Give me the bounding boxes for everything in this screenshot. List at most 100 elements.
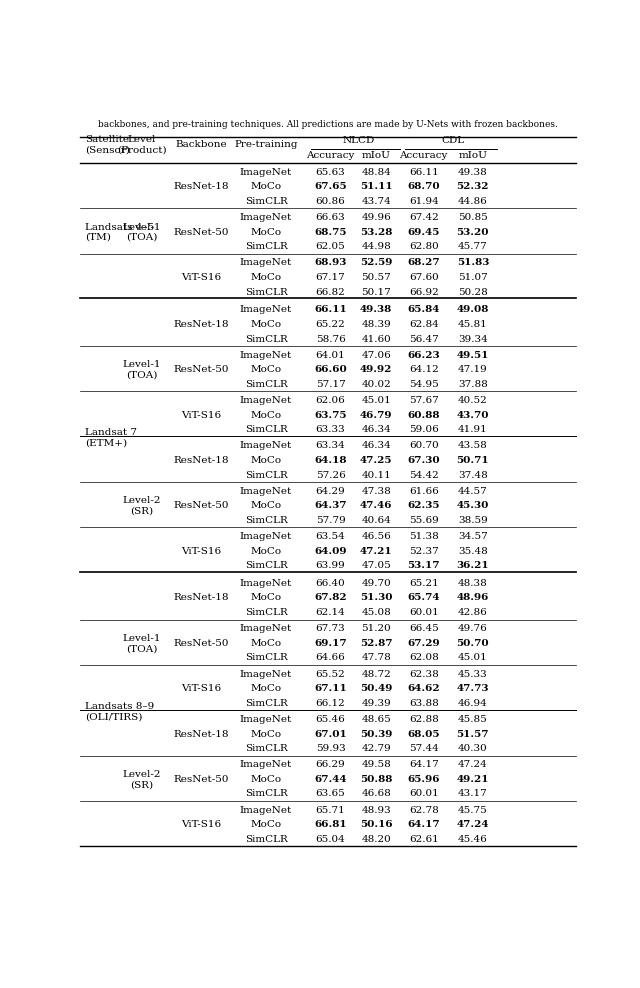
Text: 52.59: 52.59: [360, 259, 392, 268]
Text: 66.23: 66.23: [408, 351, 440, 360]
Text: 63.65: 63.65: [316, 789, 346, 798]
Text: 47.19: 47.19: [458, 366, 488, 374]
Text: 64.17: 64.17: [409, 760, 438, 770]
Text: 47.21: 47.21: [360, 546, 392, 555]
Text: 67.01: 67.01: [314, 729, 347, 738]
Text: 53.20: 53.20: [456, 227, 489, 237]
Text: 46.79: 46.79: [360, 411, 392, 420]
Text: Satellite
(Sensor): Satellite (Sensor): [85, 135, 130, 154]
Text: MoCo: MoCo: [250, 729, 282, 738]
Text: 49.92: 49.92: [360, 366, 392, 374]
Text: 65.04: 65.04: [316, 835, 346, 844]
Text: 62.35: 62.35: [408, 501, 440, 510]
Text: 62.38: 62.38: [409, 670, 438, 679]
Text: 64.18: 64.18: [314, 455, 347, 465]
Text: ResNet-50: ResNet-50: [174, 775, 229, 783]
Text: 57.17: 57.17: [316, 379, 346, 389]
Text: 69.17: 69.17: [314, 639, 347, 648]
Text: 47.24: 47.24: [456, 820, 489, 829]
Text: ViT-S16: ViT-S16: [182, 820, 221, 829]
Text: NLCD: NLCD: [342, 136, 374, 145]
Text: 48.96: 48.96: [457, 594, 489, 603]
Text: 40.30: 40.30: [458, 744, 488, 753]
Text: ViT-S16: ViT-S16: [182, 684, 221, 694]
Text: 51.20: 51.20: [361, 624, 391, 633]
Text: 50.57: 50.57: [361, 273, 391, 282]
Text: backbones, and pre-training techniques. All predictions are made by U-Nets with : backbones, and pre-training techniques. …: [98, 120, 558, 128]
Text: ImageNet: ImageNet: [240, 579, 292, 588]
Text: 52.37: 52.37: [409, 546, 438, 555]
Text: 58.76: 58.76: [316, 335, 346, 344]
Text: 40.64: 40.64: [361, 516, 391, 525]
Text: 68.75: 68.75: [314, 227, 347, 237]
Text: 69.45: 69.45: [408, 227, 440, 237]
Text: MoCo: MoCo: [250, 366, 282, 374]
Text: ViT-S16: ViT-S16: [182, 411, 221, 420]
Text: ImageNet: ImageNet: [240, 351, 292, 360]
Text: 51.57: 51.57: [456, 729, 489, 738]
Text: 51.83: 51.83: [457, 259, 489, 268]
Text: ImageNet: ImageNet: [240, 624, 292, 633]
Text: 62.06: 62.06: [316, 396, 346, 405]
Text: 56.47: 56.47: [409, 335, 438, 344]
Text: SimCLR: SimCLR: [244, 288, 287, 296]
Text: 50.16: 50.16: [360, 820, 392, 829]
Text: 46.68: 46.68: [361, 789, 391, 798]
Text: ViT-S16: ViT-S16: [182, 546, 221, 555]
Text: 57.26: 57.26: [316, 470, 346, 479]
Text: mIoU: mIoU: [458, 151, 487, 160]
Text: 50.28: 50.28: [458, 288, 488, 296]
Text: 65.71: 65.71: [316, 805, 346, 814]
Text: 63.34: 63.34: [316, 442, 346, 451]
Text: MoCo: MoCo: [250, 273, 282, 282]
Text: 36.21: 36.21: [456, 561, 489, 570]
Text: 68.05: 68.05: [408, 729, 440, 738]
Text: 62.05: 62.05: [316, 242, 346, 251]
Text: 48.39: 48.39: [361, 320, 391, 329]
Text: 67.60: 67.60: [409, 273, 438, 282]
Text: 60.01: 60.01: [409, 608, 438, 618]
Text: 63.88: 63.88: [409, 699, 438, 707]
Text: 49.21: 49.21: [456, 775, 489, 783]
Text: 51.07: 51.07: [458, 273, 488, 282]
Text: SimCLR: SimCLR: [244, 608, 287, 618]
Text: 47.06: 47.06: [361, 351, 391, 360]
Text: 42.86: 42.86: [458, 608, 488, 618]
Text: ResNet-18: ResNet-18: [174, 183, 229, 192]
Text: Level-1
(TOA): Level-1 (TOA): [123, 360, 161, 379]
Text: 46.94: 46.94: [458, 699, 488, 707]
Text: 57.67: 57.67: [409, 396, 438, 405]
Text: MoCo: MoCo: [250, 546, 282, 555]
Text: 64.62: 64.62: [408, 684, 440, 694]
Text: 66.12: 66.12: [316, 699, 346, 707]
Text: 66.60: 66.60: [314, 366, 347, 374]
Text: 43.70: 43.70: [456, 411, 489, 420]
Text: Landsats 4–5
(TM): Landsats 4–5 (TM): [85, 222, 154, 242]
Text: MoCo: MoCo: [250, 455, 282, 465]
Text: 66.29: 66.29: [316, 760, 346, 770]
Text: 47.25: 47.25: [360, 455, 392, 465]
Text: 49.38: 49.38: [458, 168, 488, 177]
Text: MoCo: MoCo: [250, 684, 282, 694]
Text: 65.21: 65.21: [409, 579, 438, 588]
Text: 59.06: 59.06: [409, 425, 438, 434]
Text: 37.48: 37.48: [458, 470, 488, 479]
Text: 45.85: 45.85: [458, 715, 488, 724]
Text: 53.17: 53.17: [408, 561, 440, 570]
Text: 45.30: 45.30: [457, 501, 489, 510]
Text: MoCo: MoCo: [250, 411, 282, 420]
Text: 41.60: 41.60: [361, 335, 391, 344]
Text: 63.99: 63.99: [316, 561, 346, 570]
Text: 64.09: 64.09: [314, 546, 347, 555]
Text: Pre-training: Pre-training: [234, 140, 298, 149]
Text: 65.22: 65.22: [316, 320, 346, 329]
Text: Landsat 7
(ETM+): Landsat 7 (ETM+): [85, 428, 137, 448]
Text: 66.63: 66.63: [316, 213, 346, 222]
Text: 37.88: 37.88: [458, 379, 488, 389]
Text: SimCLR: SimCLR: [244, 335, 287, 344]
Text: 65.96: 65.96: [408, 775, 440, 783]
Text: 47.05: 47.05: [361, 561, 391, 570]
Text: 50.85: 50.85: [458, 213, 488, 222]
Text: 66.11: 66.11: [314, 305, 347, 314]
Text: 45.46: 45.46: [458, 835, 488, 844]
